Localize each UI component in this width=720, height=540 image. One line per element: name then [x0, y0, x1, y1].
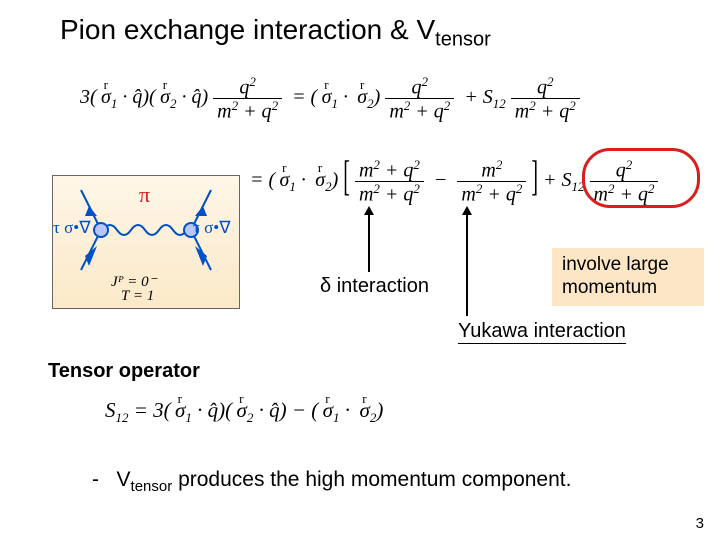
vertex-right-label: τ σ•∇: [193, 218, 231, 238]
involve-line2: momentum: [562, 277, 657, 298]
bullet-v: V: [117, 468, 131, 491]
pi-label: π: [139, 182, 150, 208]
page-title: Pion exchange interaction & Vtensor: [60, 14, 491, 52]
bullet-dash: -: [92, 468, 99, 491]
t1-label: T = 1: [121, 288, 154, 305]
highlight-oval: [582, 148, 700, 208]
s12-definition: S12 = 3(rσ1 · q̂)(rσ2 · q̂) − (rσ1 · rσ2…: [105, 398, 383, 426]
tensor-operator-heading: Tensor operator: [48, 360, 200, 383]
vertex-left-label: τ σ•∇: [53, 218, 91, 238]
pion-exchange-diagram: π τ σ•∇ τ σ•∇ Jᴾ = 0⁻ T = 1: [52, 175, 240, 309]
s12-sub: 12: [116, 410, 129, 425]
involve-large-momentum-box: involve large momentum: [552, 248, 704, 306]
yukawa-interaction-label: Yukawa interaction: [458, 320, 626, 344]
title-main: Pion exchange interaction & V: [60, 14, 435, 45]
conclusion-bullet: - Vtensor produces the high momentum com…: [92, 468, 571, 495]
bullet-sub: tensor: [131, 478, 173, 495]
title-sub: tensor: [435, 29, 491, 51]
bullet-post: produces the high momentum component.: [172, 468, 571, 491]
arrow-delta: [368, 214, 370, 272]
delta-interaction-label: δ interaction: [320, 275, 429, 298]
equation-1: 3(rσ1 · q̂)(rσ2 · q̂) q2m2 + q2 = (rσ1 ·…: [80, 75, 580, 121]
page-number: 3: [696, 515, 704, 532]
arrow-yukawa: [466, 214, 468, 316]
involve-line1: involve large: [562, 254, 669, 275]
